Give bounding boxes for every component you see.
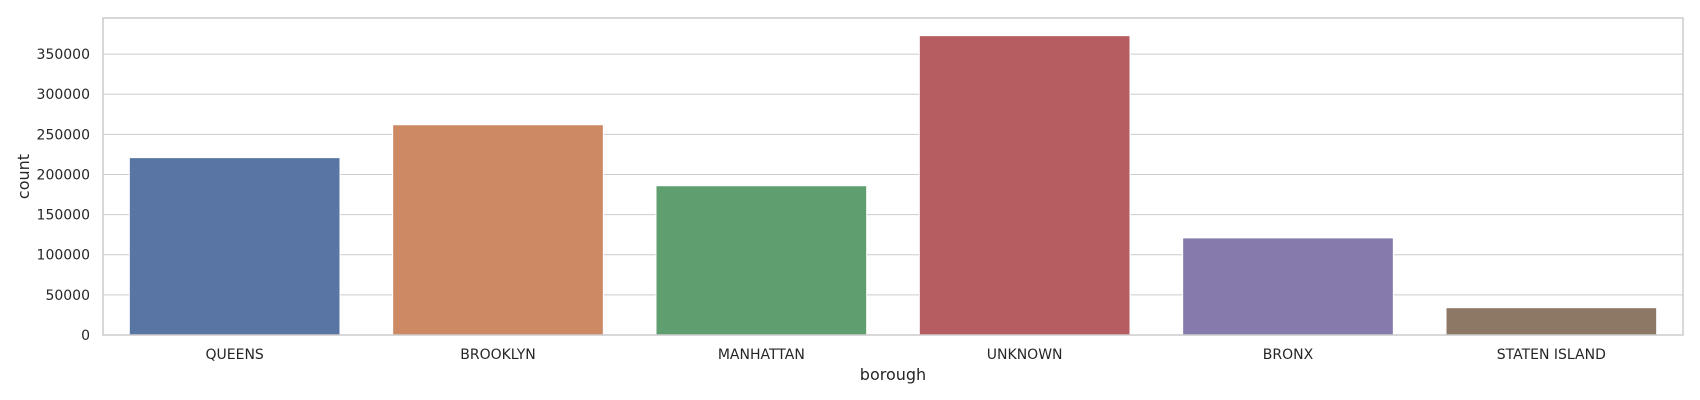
x-tick-label: BRONX xyxy=(1263,347,1314,363)
bars xyxy=(128,35,1658,336)
y-tick-label: 150000 xyxy=(37,208,90,224)
bar-manhattan xyxy=(655,185,868,336)
bar-queens xyxy=(128,157,341,336)
bar-staten-island xyxy=(1445,307,1658,336)
y-axis-label: count xyxy=(14,154,33,199)
grid-lines xyxy=(103,53,1683,336)
y-tick-label: 0 xyxy=(81,328,90,344)
y-tick-label: 100000 xyxy=(37,248,90,264)
x-tick-label: MANHATTAN xyxy=(718,347,805,363)
y-tick-label: 50000 xyxy=(45,288,90,304)
y-tick-label: 250000 xyxy=(37,127,90,143)
bar-unknown xyxy=(918,35,1131,336)
x-axis-label: borough xyxy=(860,365,926,384)
x-tick-label: STATEN ISLAND xyxy=(1497,347,1606,363)
plot-frame xyxy=(102,17,1684,336)
x-tick-label: QUEENS xyxy=(206,347,264,363)
bar-bronx xyxy=(1182,237,1394,336)
x-tick-label: BROOKLYN xyxy=(460,347,536,363)
y-tick-label: 350000 xyxy=(37,47,90,63)
bar-brooklyn xyxy=(392,124,604,336)
x-tick-label: UNKNOWN xyxy=(987,347,1063,363)
x-tick-labels: QUEENS BROOKLYN MANHATTAN UNKNOWN BRONX STATE… xyxy=(206,347,1606,363)
y-tick-labels: 0 50000 100000 150000 200000 250000 300000 3500… xyxy=(37,47,90,344)
y-tick-label: 200000 xyxy=(37,167,90,183)
y-tick-label: 300000 xyxy=(37,87,90,103)
